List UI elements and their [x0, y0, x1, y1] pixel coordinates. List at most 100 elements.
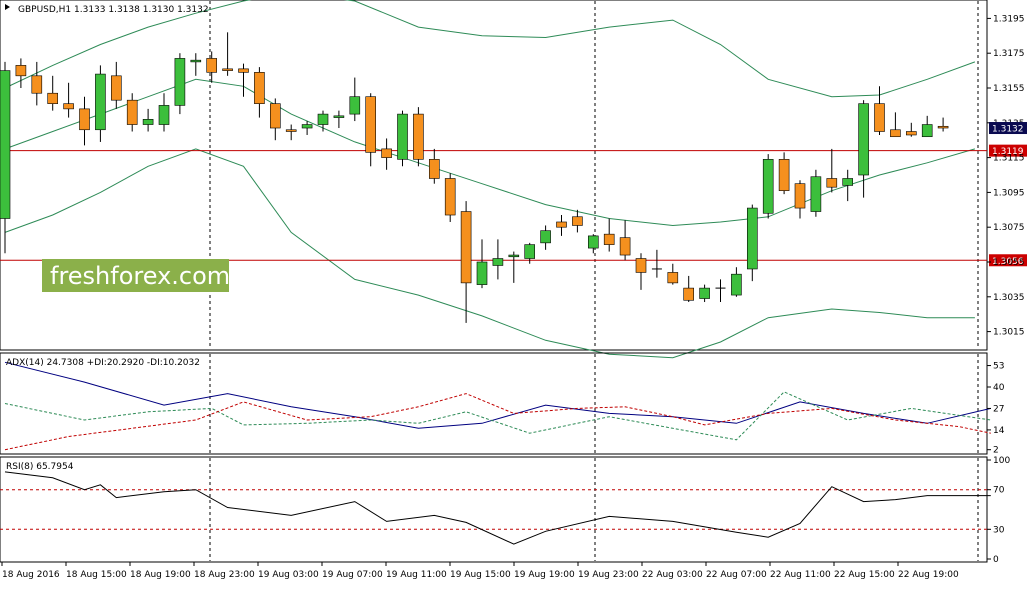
candle-body [746, 207, 758, 270]
adx-series [4, 361, 991, 451]
candle [126, 93, 138, 132]
price-chart-title: GBPUSD,H1 1.3133 1.3138 1.3130 1.3132 [18, 5, 209, 15]
candle [858, 100, 869, 198]
candle-body [937, 125, 949, 129]
logo-text: freshforex.com [50, 262, 230, 290]
candle [699, 284, 710, 303]
adx-tick-label: 14 [993, 426, 1005, 436]
rsi-axis: 100 70 30 0 [987, 456, 1010, 565]
rsi-tick-label: 0 [993, 555, 999, 565]
candle-body [890, 129, 901, 138]
current-price-tag [989, 122, 1027, 135]
candle-body [317, 113, 329, 125]
candle-body [619, 237, 631, 256]
candle [79, 96, 90, 146]
candle-body [540, 230, 551, 244]
candle-body [222, 68, 233, 71]
candle [842, 169, 854, 202]
rsi-tick-label: 30 [993, 525, 1005, 535]
candle [365, 93, 377, 167]
price-tick-label: 1.3195 [993, 14, 1025, 24]
price-tick-label: 1.3155 [993, 84, 1025, 94]
rsi-panel: 100 70 30 0 RSI(8) 65.7954 [0, 456, 1010, 565]
candle [874, 86, 885, 135]
candle [635, 253, 647, 290]
time-axis: 18 Aug 2016 18 Aug 15:00 18 Aug 19:00 18 Au… [1, 562, 959, 580]
candle-body [794, 183, 806, 209]
candle-body [333, 115, 345, 118]
candle [301, 121, 313, 135]
bollinger-upper [4, 0, 976, 98]
candle [174, 53, 186, 115]
rsi-levels [0, 489, 987, 530]
candle-body [126, 99, 138, 125]
candle-body [874, 103, 885, 132]
candle-body [778, 159, 790, 191]
adx-axis: 53 40 27 14 2 [987, 362, 1005, 456]
candle [222, 32, 233, 76]
adx-tick-label: 40 [993, 383, 1005, 393]
candle [444, 173, 456, 222]
candle-body [762, 159, 774, 214]
candle-body [921, 124, 933, 138]
candle [778, 152, 790, 195]
candle-body [79, 108, 90, 131]
candle [397, 110, 408, 167]
price-tick-label: 1.3115 [993, 154, 1025, 164]
candle [540, 225, 551, 250]
candle-body [826, 178, 838, 188]
candle-body [492, 258, 504, 266]
time-tick-label: 18 Aug 23:00 [194, 570, 255, 580]
candle [413, 107, 424, 167]
candle [206, 51, 217, 83]
current-price-label: 1.3132 [992, 125, 1024, 135]
candle-body [0, 70, 11, 219]
candle [381, 138, 392, 170]
candle [460, 201, 472, 323]
logo-background [42, 259, 229, 292]
candle-body [95, 73, 106, 131]
candle [794, 180, 806, 219]
time-tick-label: 22 Aug 15:00 [834, 570, 895, 580]
candle [746, 204, 758, 282]
candle [428, 148, 440, 184]
price-panel-frame [0, 0, 988, 351]
candle-body [413, 113, 424, 160]
time-tick-label: 19 Aug 03:00 [258, 570, 319, 580]
time-tick-label: 19 Aug 15:00 [450, 570, 511, 580]
candle-body [524, 244, 536, 259]
candle-body [508, 254, 520, 258]
price-tick-label: 1.3095 [993, 188, 1025, 198]
price-axis: 1.31951.31751.31551.31351.31151.30951.30… [987, 14, 1027, 338]
adx-tick-label: 27 [993, 404, 1004, 414]
candle-body [111, 75, 122, 101]
candle [572, 209, 583, 233]
candle [715, 279, 726, 303]
freshforex-logo: freshforex.com [42, 259, 230, 292]
level-label: 1.3056 [992, 257, 1024, 267]
candle [603, 218, 615, 252]
candle-body [63, 103, 74, 110]
rsi-tick-label: 100 [993, 456, 1010, 466]
candle-body [269, 103, 281, 129]
adx-panel: 53 40 27 14 2 ADX(14) 24.7308 +DI:20.2920 -D… [0, 352, 1005, 456]
candle-body [858, 103, 869, 176]
time-tick-label: 18 Aug 15:00 [66, 570, 127, 580]
candle-body [444, 178, 456, 216]
candle [95, 65, 106, 142]
candle-body [381, 148, 392, 158]
candle [810, 169, 822, 217]
adx-tick-label: 2 [993, 446, 999, 456]
adx-vertical-separators [209, 354, 979, 453]
candle [683, 275, 695, 303]
candle [190, 53, 202, 76]
adx-title: ADX(14) 24.7308 +DI:20.2920 -DI:10.2032 [6, 358, 200, 368]
candle-body [206, 58, 217, 73]
candle [905, 122, 917, 137]
level-label: 1.3119 [992, 147, 1024, 157]
candle-body [587, 235, 599, 249]
candle-body [603, 233, 615, 245]
candle-body [238, 68, 249, 73]
